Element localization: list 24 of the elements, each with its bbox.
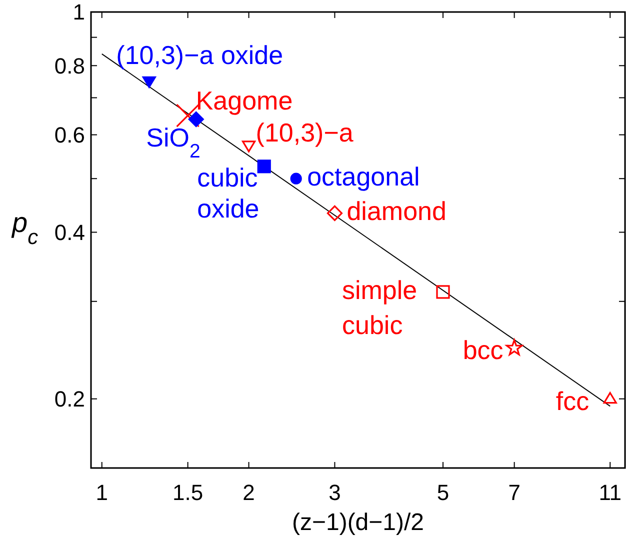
series-label: SiO$_{2}$ bbox=[146, 122, 200, 162]
series-label: (10,3)−a bbox=[256, 117, 354, 148]
series-label: simple cubic bbox=[342, 274, 418, 340]
series-label: octagonal bbox=[307, 162, 420, 192]
y-tick-label: 0.2 bbox=[54, 386, 85, 412]
x-tick-label: 3 bbox=[328, 480, 341, 505]
x-tick-label: 1.5 bbox=[172, 480, 204, 505]
y-tick-label: 0.6 bbox=[54, 122, 85, 148]
y-axis-title: p$_{c}$ bbox=[11, 207, 39, 248]
x-tick-label: 1 bbox=[96, 480, 108, 505]
x-tick-label: 11 bbox=[598, 480, 622, 505]
x-tick-label: 2 bbox=[242, 480, 255, 505]
series-label: cubic oxide bbox=[197, 162, 260, 224]
x-tick-label: 5 bbox=[436, 480, 450, 505]
y-tick-label: 0.4 bbox=[54, 220, 85, 245]
x-tick-label: 7 bbox=[508, 480, 520, 505]
x-axis-title: (z−1)(d−1)/2 bbox=[292, 509, 424, 536]
series-label: (10,3)−a oxide bbox=[116, 40, 284, 70]
series-label: diamond bbox=[346, 196, 446, 226]
series-label: bcc bbox=[462, 335, 504, 366]
y-tick-label: 1 bbox=[72, 0, 85, 25]
series-label: fcc bbox=[556, 386, 590, 416]
y-tick-label: 0.8 bbox=[54, 53, 85, 78]
series-label: Kagome bbox=[196, 86, 293, 116]
